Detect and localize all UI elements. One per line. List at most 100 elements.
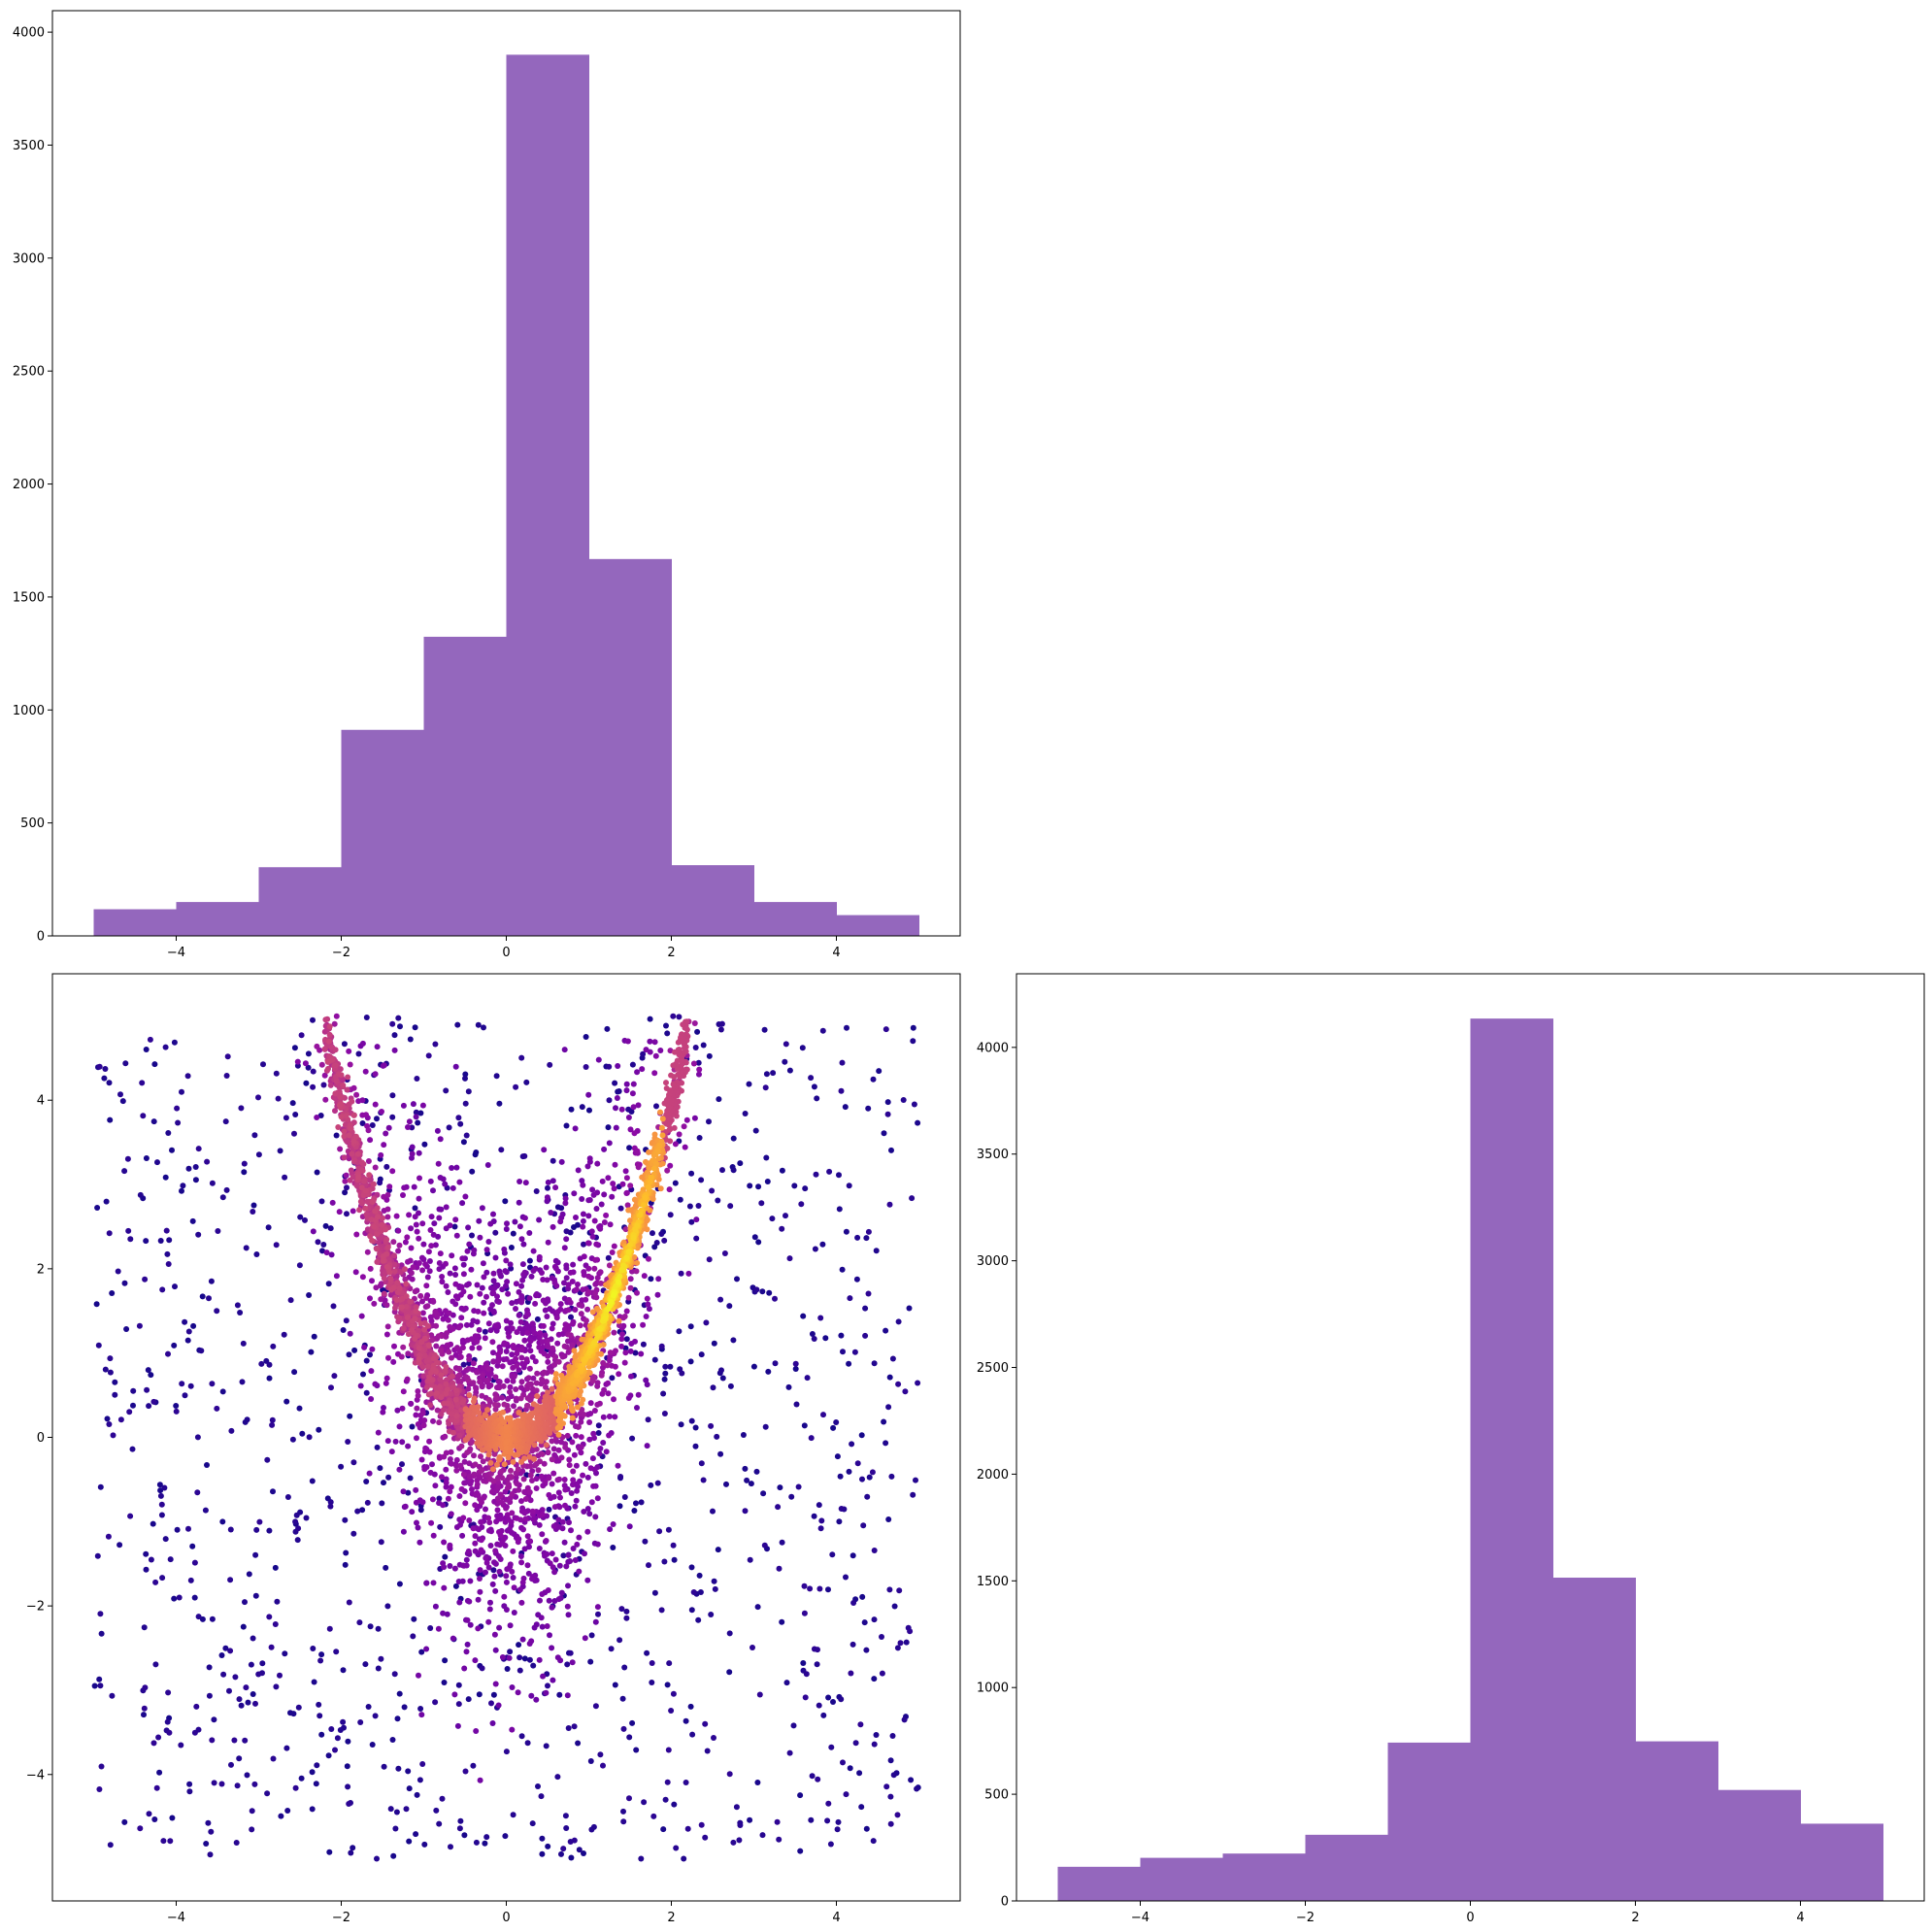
scatter-point (281, 1331, 287, 1338)
scatter-point (405, 1124, 411, 1130)
scatter-point (594, 1604, 601, 1611)
scatter-point (399, 1439, 406, 1446)
scatter-point (452, 1582, 459, 1589)
scatter-point (552, 1353, 559, 1360)
scatter-point (222, 1645, 229, 1651)
scatter-point (416, 1777, 423, 1783)
scatter-point (501, 1461, 508, 1468)
scatter-point (520, 1476, 527, 1482)
scatter-point (415, 1327, 421, 1334)
scatter-point (507, 1261, 514, 1268)
scatter-point (518, 1299, 525, 1306)
scatter-point (326, 1031, 333, 1038)
scatter-point (368, 1396, 375, 1402)
scatter-point (664, 1030, 671, 1037)
scatter-point (143, 1047, 150, 1052)
scatter-point (342, 1516, 349, 1523)
scatter-point (379, 1221, 385, 1228)
scatter-point (454, 1295, 461, 1302)
scatter-point (865, 1105, 872, 1112)
scatter-point (253, 1251, 260, 1257)
scatter-point (683, 1780, 689, 1785)
scatter-point (483, 1413, 489, 1419)
scatter-point (409, 1144, 416, 1150)
scatter-point (107, 1842, 114, 1849)
scatter-point (331, 1020, 338, 1027)
scatter-point (405, 1350, 412, 1357)
scatter-point (853, 1276, 860, 1282)
scatter-point (526, 1538, 533, 1545)
scatter-point (605, 1124, 612, 1131)
scatter-point (516, 1179, 523, 1184)
scatter-point (151, 1816, 158, 1822)
scatter-point (730, 1839, 737, 1846)
scatter-point (670, 1062, 677, 1069)
scatter-point (709, 1187, 716, 1194)
scatter-point (590, 1482, 597, 1489)
scatter-point (407, 1298, 414, 1305)
scatter-point (558, 1454, 565, 1461)
scatter-point (463, 1556, 470, 1563)
scatter-point (479, 1284, 485, 1291)
scatter-point (485, 1320, 492, 1327)
scatter-point (536, 1656, 543, 1663)
scatter-point (568, 1490, 575, 1496)
scatter-point (611, 1329, 617, 1336)
scatter-point (673, 1845, 680, 1851)
scatter-point (539, 1270, 545, 1276)
scatter-point (234, 1782, 241, 1789)
scatter-point (359, 1040, 366, 1047)
scatter-point (606, 1140, 613, 1147)
scatter-point (463, 1321, 470, 1328)
scatter-point (470, 1525, 477, 1532)
scatter-point (814, 1661, 820, 1668)
scatter-point (629, 1061, 636, 1068)
scatter-point (514, 1481, 520, 1487)
scatter-point (816, 1702, 822, 1709)
scatter-point (477, 1379, 483, 1385)
scatter-point (838, 1087, 845, 1094)
scatter-point (333, 1013, 340, 1019)
scatter-point (565, 1282, 572, 1288)
scatter-point (413, 1114, 419, 1120)
scatter-point (259, 1660, 266, 1667)
scatter-point (518, 1354, 525, 1361)
scatter-point (687, 1703, 694, 1710)
scatter-point (456, 1179, 463, 1185)
scatter-point (518, 1599, 525, 1606)
scatter-point (671, 1801, 678, 1808)
scatter-point (447, 1456, 453, 1462)
scatter-point (465, 1088, 472, 1095)
scatter-point (174, 1105, 181, 1112)
scatter-point (476, 1410, 483, 1416)
scatter-point (616, 1371, 622, 1378)
scatter-point (371, 1223, 378, 1230)
scatter-point (438, 1372, 445, 1379)
scatter-point (523, 1356, 530, 1363)
scatter-point (346, 1101, 352, 1108)
scatter-point (353, 1231, 360, 1238)
scatter-point (144, 1386, 150, 1393)
scatter-point (857, 1721, 864, 1728)
scatter-point (850, 1600, 857, 1606)
scatter-point (323, 1249, 330, 1256)
scatter-point (449, 1165, 455, 1171)
scatter-point (765, 1368, 772, 1375)
scatter-point (158, 1501, 165, 1508)
scatter-point (354, 1508, 361, 1515)
scatter-point (460, 1471, 467, 1478)
scatter-point (483, 1478, 489, 1484)
scatter-point (246, 1571, 252, 1578)
scatter-point (327, 1082, 334, 1088)
scatter-point (453, 1462, 460, 1469)
scatter-point (103, 1198, 110, 1205)
scatter-point (518, 1559, 525, 1566)
scatter-point (747, 1556, 753, 1563)
scatter-point (708, 1612, 715, 1617)
scatter-point (223, 1073, 230, 1079)
scatter-point (503, 1573, 510, 1580)
scatter-point (206, 1664, 213, 1671)
scatter-point (331, 1373, 338, 1380)
scatter-point (106, 1230, 113, 1237)
scatter-point (109, 1692, 116, 1699)
